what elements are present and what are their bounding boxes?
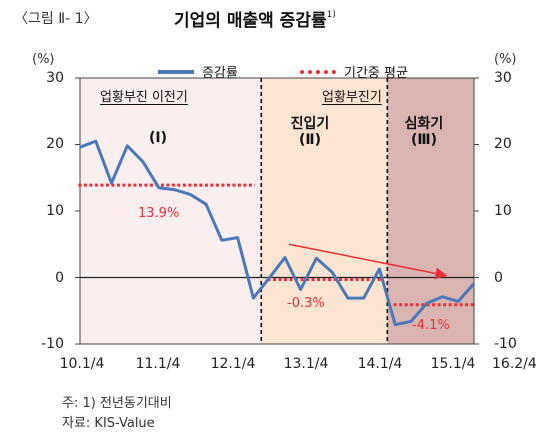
trend-arrow: [288, 243, 448, 280]
figure-label: 〈그림 Ⅱ- 1〉: [14, 11, 98, 27]
shade-period-1: [80, 78, 262, 344]
period-label-slump: 업황부진기: [322, 90, 382, 105]
figure-title: 기업의 매출액 증감률1): [174, 6, 336, 31]
average-label-p1: 13.9%: [138, 206, 180, 221]
legend-average-swatch: [300, 69, 336, 74]
phase-3-label: (Ⅲ): [410, 132, 438, 148]
y-left-tick-30: 30: [46, 70, 64, 86]
footnote: 주: 1) 전년동기대비: [62, 396, 172, 411]
x-tick-label: 12.1/4: [210, 356, 256, 372]
legend-series: 증감률: [158, 62, 238, 81]
y-left-tick-20: 20: [46, 136, 64, 152]
y-left-tick-neg10: -10: [41, 336, 64, 352]
x-tick-label: 13.1/4: [283, 356, 329, 372]
title-text: 기업의 매출액 증감률: [174, 11, 327, 31]
y-left-tick-10: 10: [46, 203, 64, 219]
average-label-p3: -4.1%: [412, 318, 450, 333]
x-tick-label: 10.1/4: [59, 356, 105, 372]
y-right-tick-0: 0: [494, 270, 503, 286]
x-tick-label: 14.1/4: [357, 356, 403, 372]
x-tick-label: 11.1/4: [135, 356, 181, 372]
shade-period-2: [261, 78, 388, 344]
y-left-tick-0: 0: [55, 270, 64, 286]
legend-series-label: 증감률: [202, 66, 238, 81]
phase-1-label: (Ⅰ): [148, 130, 167, 146]
legend-average: 기간중 평균: [300, 62, 408, 81]
title-footnote-mark: 1): [326, 10, 336, 21]
legend-average-label: 기간중 평균: [344, 66, 408, 81]
series-line-growth-rate: [79, 139, 476, 327]
y-right-tick-10: 10: [494, 203, 512, 219]
left-axis-unit: (%): [32, 52, 55, 67]
phase-2-name: 진입기: [290, 116, 330, 132]
legend-series-swatch: [158, 69, 194, 74]
x-tick-label: 15.1/4: [430, 356, 476, 372]
period-label-before: 업황부진 이전기: [100, 90, 188, 105]
x-tick-label: 16.2/4: [492, 356, 537, 372]
phase-2-label: (Ⅱ): [298, 132, 322, 148]
phase-3-name: 심화기: [404, 116, 444, 132]
y-right-tick-neg10: -10: [494, 336, 517, 352]
average-label-p2: -0.3%: [287, 296, 325, 311]
source-note: 자료: KIS-Value: [62, 416, 155, 431]
right-axis-unit: (%): [494, 52, 517, 67]
y-right-tick-20: 20: [494, 136, 512, 152]
y-right-tick-30: 30: [494, 70, 512, 86]
